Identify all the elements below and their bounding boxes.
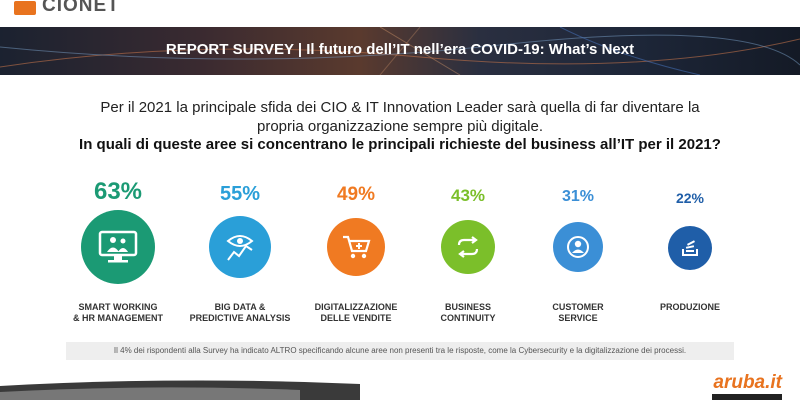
eye-chart-icon <box>226 235 254 261</box>
intro-text: Per il 2021 la principale sfida dei CIO … <box>60 98 740 136</box>
item-label-digitalizzazione: DIGITALIZZAZIONE DELLE VENDITE <box>314 302 398 323</box>
bottom-decoration <box>0 372 800 400</box>
survey-item-big-data: 55% <box>170 172 310 278</box>
item-label-smart-working: SMART WORKING & HR MANAGEMENT <box>73 302 163 323</box>
item-circle <box>668 226 712 270</box>
item-circle <box>553 222 603 272</box>
item-label-produzione: PRODUZIONE <box>659 302 720 312</box>
intro-line-2: propria organizzazione sempre più digita… <box>257 118 543 135</box>
item-label-business-continuity: BUSINESS CONTINUITY <box>440 302 496 323</box>
stack-icon <box>682 240 698 256</box>
survey-item-customer-service: 31% <box>508 172 648 272</box>
cionet-logo: CIONET <box>0 0 120 22</box>
aruba-logo: aruba.it <box>713 372 782 393</box>
cart-plus-icon <box>343 235 371 259</box>
item-percentage: 55% <box>219 183 261 205</box>
survey-item-digitalizzazione: 49% <box>286 172 426 276</box>
banner-background-art <box>0 27 800 75</box>
aruba-logo-bar <box>712 394 782 400</box>
item-percentage: 63% <box>93 178 143 205</box>
cionet-logo-text: CIONET <box>42 0 120 16</box>
item-percentage: 43% <box>450 186 486 205</box>
customer-icon <box>567 236 589 258</box>
footnote: Il 4% dei rispondenti alla Survey ha ind… <box>66 342 734 360</box>
item-percentage: 31% <box>561 188 595 205</box>
item-label-big-data: BIG DATA & PREDICTIVE ANALYSIS <box>189 302 291 323</box>
item-percentage: 49% <box>336 184 376 205</box>
survey-item-produzione: 22% <box>620 172 760 270</box>
report-banner: REPORT SURVEY | Il futuro dell’IT nell’e… <box>0 27 800 75</box>
item-percentage: 22% <box>675 190 705 206</box>
cycle-arrows-icon <box>457 236 479 258</box>
intro-line-1: Per il 2021 la principale sfida dei CIO … <box>100 99 700 116</box>
item-circle <box>209 216 271 278</box>
bottom-wave-art <box>0 380 360 400</box>
survey-item-business-continuity: 43% <box>398 172 538 274</box>
survey-item-smart-working: 63% <box>48 172 188 284</box>
survey-question: In quali di queste aree si concentrano l… <box>79 136 721 153</box>
item-circle <box>441 220 495 274</box>
item-circle <box>81 210 155 284</box>
item-label-customer-service: CUSTOMER SERVICE <box>552 302 604 323</box>
monitor-people-icon <box>98 230 138 263</box>
item-circle <box>327 218 385 276</box>
cionet-logo-mark <box>14 1 36 15</box>
banner-title: REPORT SURVEY | Il futuro dell’IT nell’e… <box>165 41 635 58</box>
